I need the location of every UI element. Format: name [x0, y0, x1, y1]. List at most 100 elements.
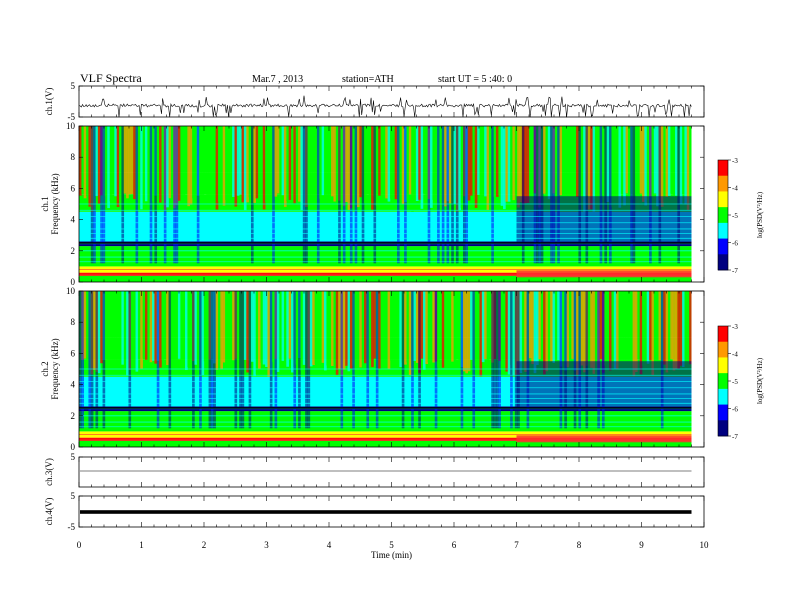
- colorbar-cell: [718, 191, 728, 208]
- spectrogram-cell: [295, 291, 299, 365]
- spectrogram-cell: [566, 126, 570, 196]
- spectrogram-cell: [352, 126, 355, 210]
- spectrogram-cell: [333, 126, 337, 202]
- spectrogram-cell: [265, 291, 268, 367]
- spectrogram-cell: [338, 126, 341, 264]
- spectrogram-cell: [649, 291, 652, 361]
- spectrogram-cell: [689, 291, 692, 365]
- spectrogram-cell: [382, 126, 386, 198]
- spectrogram-cell: [434, 291, 438, 429]
- spectrogram-cell: [453, 291, 457, 363]
- spectrogram-cell: [604, 291, 607, 366]
- spectrogram-cell: [444, 291, 447, 370]
- spectrogram-cell: [345, 291, 348, 366]
- y-axis-label: ch.1: [40, 196, 50, 211]
- spectrogram-cell: [95, 291, 99, 429]
- spectrogram-cell: [646, 126, 650, 203]
- spectrogram-cell: [437, 291, 440, 368]
- spectrogram-cell: [609, 291, 612, 371]
- spectrogram-cell: [281, 126, 285, 196]
- spectrogram-cell: [291, 291, 294, 373]
- spectrogram-cell: [455, 126, 459, 264]
- spectrogram-cell: [333, 291, 337, 366]
- spectrogram-cell: [253, 291, 256, 377]
- x-tick-label: 7: [514, 540, 519, 550]
- spectrogram-cell: [168, 291, 172, 429]
- spectrogram-cell: [545, 126, 549, 210]
- spectrogram-cell: [590, 126, 593, 210]
- spectrogram-cell: [206, 291, 209, 363]
- spectrogram-cell: [335, 126, 339, 205]
- spectrogram-cell: [406, 126, 410, 201]
- spectrogram-cell: [594, 126, 598, 206]
- spectrogram-cell: [682, 126, 685, 195]
- spectrogram-cell: [154, 126, 158, 264]
- spectrogram-cell: [646, 291, 650, 364]
- spectrogram-cell: [380, 126, 384, 212]
- spectrogram-cell: [578, 291, 582, 429]
- spectrogram-cell: [430, 291, 433, 372]
- spectrogram-cell: [493, 126, 497, 197]
- spectrogram-cell: [250, 126, 254, 264]
- spectrogram-cell: [123, 126, 127, 194]
- spectrogram-cell: [420, 291, 424, 359]
- spectrogram-cell: [444, 126, 447, 207]
- spectrogram-band: [79, 275, 692, 282]
- spectrogram-cell: [331, 126, 334, 197]
- ch4-trace: [80, 510, 692, 514]
- spectrogram-cell: [571, 126, 575, 211]
- x-tick-label: 2: [202, 540, 207, 550]
- y-axis-label: ch.2: [40, 361, 50, 376]
- spectrogram-cell: [201, 291, 205, 376]
- spectrogram-cell: [392, 126, 395, 207]
- spectrogram-cell: [446, 126, 450, 264]
- spectrogram-cell: [217, 126, 221, 202]
- spectrogram-cell: [516, 196, 692, 242]
- spectrogram-cell: [432, 126, 436, 200]
- spectrogram-cell: [262, 126, 266, 210]
- spectrogram-cell: [561, 291, 565, 366]
- spectrogram-cell: [470, 291, 473, 360]
- spectrogram-cell: [243, 126, 247, 211]
- spectrogram-cell: [623, 126, 626, 206]
- y-axis-label: ch.3(V): [44, 458, 54, 486]
- colorbar-tick-label: -4: [732, 185, 738, 193]
- spectrogram-cell: [540, 126, 544, 264]
- spectrogram-cell: [130, 291, 134, 375]
- spectrogram-cell: [121, 126, 125, 264]
- spectrogram-cell: [187, 291, 191, 368]
- spectrogram-cell: [111, 291, 115, 377]
- spectrogram-cell: [258, 291, 261, 369]
- spectrogram-cell: [241, 126, 245, 203]
- colorbar-cell: [718, 326, 728, 343]
- spectrogram-cell: [503, 126, 506, 210]
- spectrogram-cell: [121, 291, 125, 365]
- spectrogram-cell: [507, 291, 511, 375]
- colorbar-cell: [718, 238, 728, 255]
- spectrogram-cell: [677, 291, 681, 369]
- spectrogram-cell: [422, 291, 426, 370]
- spectrogram-cell: [672, 291, 676, 371]
- spectrogram-cell: [406, 291, 410, 363]
- spectrogram-cell: [514, 291, 518, 429]
- spectrogram-cell: [177, 291, 181, 359]
- spectrogram-cell: [180, 291, 183, 370]
- spectrogram-cell: [526, 291, 530, 429]
- spectrogram-cell: [686, 291, 690, 368]
- spectrogram-cell: [368, 126, 372, 206]
- spectrogram-cell: [156, 126, 160, 212]
- spectrogram-cell: [675, 126, 678, 196]
- spectrogram-line: [516, 270, 692, 278]
- spectrogram-cell: [389, 126, 393, 199]
- spectrogram-cell: [493, 291, 497, 429]
- header-date: Mar.7 , 2013: [252, 74, 304, 85]
- spectrogram-cell: [609, 126, 612, 264]
- spectrogram-cell: [236, 126, 240, 196]
- spectrogram-cell: [260, 126, 264, 205]
- spectrogram-cell: [448, 126, 452, 204]
- spectrogram-cell: [364, 291, 367, 364]
- spectrogram-cell: [314, 126, 318, 210]
- colorbar-cell: [718, 373, 728, 390]
- spectrogram-cell: [272, 291, 275, 362]
- spectrogram-cell: [199, 126, 202, 196]
